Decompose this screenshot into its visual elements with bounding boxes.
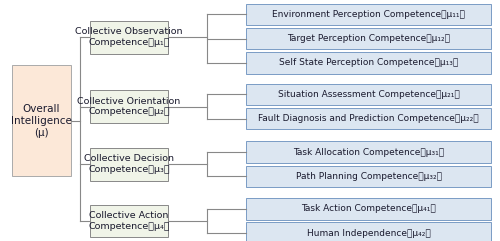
Text: Path Planning Competence（μ₃₂）: Path Planning Competence（μ₃₂）: [296, 172, 442, 181]
FancyBboxPatch shape: [90, 148, 168, 181]
Text: Collective Observation
Competence（μ₁）: Collective Observation Competence（μ₁）: [75, 27, 183, 47]
Text: Human Independence（μ₄₂）: Human Independence（μ₄₂）: [306, 228, 430, 238]
Text: Self State Perception Competence（μ₁₃）: Self State Perception Competence（μ₁₃）: [279, 58, 458, 67]
FancyBboxPatch shape: [246, 108, 491, 129]
FancyBboxPatch shape: [246, 84, 491, 105]
FancyBboxPatch shape: [246, 222, 491, 241]
Text: Collective Decision
Competence（μ₃）: Collective Decision Competence（μ₃）: [84, 154, 174, 174]
Text: Collective Orientation
Competence（μ₂）: Collective Orientation Competence（μ₂）: [78, 97, 180, 116]
Text: Target Perception Competence（μ₁₂）: Target Perception Competence（μ₁₂）: [287, 34, 450, 43]
FancyBboxPatch shape: [90, 90, 168, 123]
Text: Collective Action
Competence（μ₄）: Collective Action Competence（μ₄）: [88, 211, 170, 231]
Text: Environment Perception Competence（μ₁₁）: Environment Perception Competence（μ₁₁）: [272, 10, 465, 19]
FancyBboxPatch shape: [246, 28, 491, 49]
FancyBboxPatch shape: [246, 4, 491, 25]
Text: Situation Assessment Competence（μ₂₁）: Situation Assessment Competence（μ₂₁）: [278, 90, 460, 99]
Text: Task Action Competence（μ₄₁）: Task Action Competence（μ₄₁）: [301, 204, 436, 214]
FancyBboxPatch shape: [90, 205, 168, 237]
FancyBboxPatch shape: [246, 198, 491, 220]
Text: Task Allocation Competence（μ₃₁）: Task Allocation Competence（μ₃₁）: [293, 148, 444, 157]
FancyBboxPatch shape: [246, 52, 491, 74]
FancyBboxPatch shape: [90, 21, 168, 54]
FancyBboxPatch shape: [246, 166, 491, 187]
FancyBboxPatch shape: [12, 65, 70, 176]
Text: Overall
Intelligence
(μ): Overall Intelligence (μ): [10, 103, 72, 138]
Text: Fault Diagnosis and Prediction Competence（μ₂₂）: Fault Diagnosis and Prediction Competenc…: [258, 114, 479, 123]
FancyBboxPatch shape: [246, 141, 491, 163]
